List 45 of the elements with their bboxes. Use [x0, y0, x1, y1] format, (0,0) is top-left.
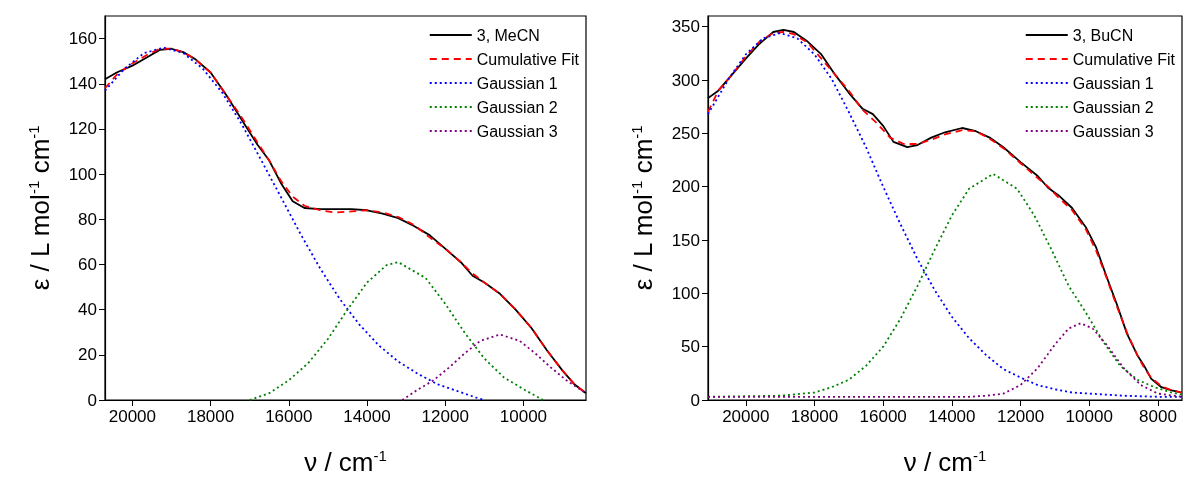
y-tick-label: 350 — [671, 17, 700, 37]
legend-label: 3, BuCN — [1072, 26, 1134, 44]
y-tick-label: 40 — [78, 300, 97, 320]
legend-label: Cumulative Fit — [476, 50, 580, 68]
y-tick-label: 120 — [68, 119, 97, 139]
y-tick-label: 200 — [671, 177, 700, 197]
y-tick-label: 50 — [681, 337, 700, 357]
line-series — [707, 322, 1183, 398]
y-tick-label: 60 — [78, 254, 97, 274]
y-tick-label: 160 — [68, 29, 97, 49]
y-tick-label: 80 — [78, 209, 97, 229]
x-tick-label: 12000 — [421, 407, 469, 426]
y-axis-title: ε / L mol-1 cm-1 — [627, 125, 658, 291]
legend-label: Gaussian 2 — [1072, 98, 1154, 116]
legend-label: Gaussian 1 — [1072, 74, 1154, 92]
x-tick-label: 10000 — [499, 407, 548, 426]
x-tick-label: 18000 — [186, 407, 235, 426]
x-tick-label: 16000 — [859, 407, 907, 426]
y-tick-label: 140 — [68, 74, 97, 94]
x-tick-label: 12000 — [996, 407, 1045, 426]
x-tick-label: 14000 — [343, 407, 391, 426]
legend-label: Gaussian 3 — [476, 122, 558, 140]
y-tick-label: 20 — [78, 345, 97, 365]
y-tick-label: 100 — [671, 283, 700, 303]
legend-label: Gaussian 3 — [1072, 122, 1154, 140]
y-tick-label: 300 — [671, 70, 700, 90]
x-tick-label: 20000 — [108, 407, 157, 426]
y-tick-label: 150 — [671, 230, 700, 250]
y-tick-label: 0 — [87, 390, 97, 410]
line-series — [248, 261, 544, 401]
x-tick-label: 18000 — [790, 407, 839, 426]
x-tick-label: 16000 — [265, 407, 313, 426]
legend-label: 3, MeCN — [476, 26, 540, 44]
y-tick-label: 0 — [690, 390, 700, 410]
x-tick-label: 8000 — [1139, 407, 1177, 426]
legend-label: Gaussian 1 — [476, 74, 558, 92]
x-tick-label: 10000 — [1065, 407, 1113, 426]
line-series — [401, 333, 587, 401]
legend-label: Cumulative Fit — [1072, 50, 1176, 68]
x-tick-label: 20000 — [722, 407, 770, 426]
legend-label: Gaussian 2 — [476, 98, 558, 116]
x-tick-label: 14000 — [928, 407, 976, 426]
y-axis-title: ε / L mol-1 cm-1 — [24, 125, 55, 291]
y-tick-label: 250 — [671, 123, 700, 143]
y-tick-label: 100 — [68, 164, 97, 184]
